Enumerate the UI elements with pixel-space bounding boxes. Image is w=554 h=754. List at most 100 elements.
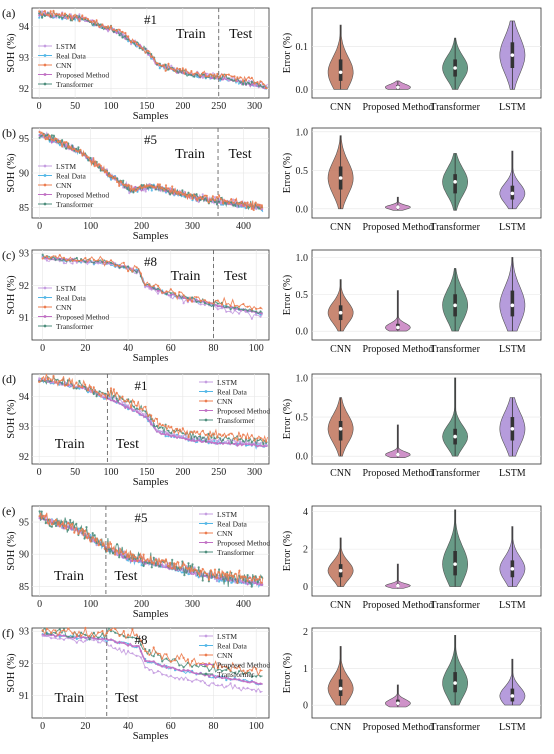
violin-median [510, 53, 515, 57]
y-tick-label: 94 [19, 392, 29, 403]
data-point [247, 437, 250, 440]
data-point [179, 191, 182, 194]
y-tick-label: 1.0 [296, 253, 309, 264]
data-point [193, 440, 196, 443]
region-label-test: Test [224, 269, 247, 284]
data-point [197, 566, 200, 569]
data-point [190, 430, 193, 433]
data-point [98, 393, 101, 396]
data-point [169, 660, 172, 663]
legend-entry: Transformer [217, 416, 255, 425]
data-point [181, 560, 184, 563]
violin-transformer [442, 268, 469, 332]
y-axis-label: Error (%) [282, 530, 293, 571]
data-point [144, 51, 147, 54]
category-label: LSTM [499, 600, 526, 611]
series-cnn [38, 9, 268, 90]
data-point [238, 569, 241, 572]
data-point [230, 78, 233, 81]
data-point [167, 68, 170, 71]
data-point [246, 579, 249, 583]
data-point [167, 62, 170, 65]
violin-iqr-box [338, 420, 343, 441]
data-point [55, 12, 58, 15]
series-lstm [41, 634, 263, 694]
data-point [164, 433, 167, 436]
data-point [138, 407, 141, 411]
data-point [118, 28, 121, 31]
data-point [220, 675, 224, 678]
data-point [254, 207, 257, 210]
y-tick-label: 0.0 [296, 204, 309, 215]
data-point [242, 80, 245, 83]
data-point [233, 666, 236, 669]
data-point [258, 575, 261, 579]
data-point [199, 439, 202, 442]
data-point [38, 380, 41, 383]
data-point [204, 434, 207, 437]
data-point [91, 160, 94, 164]
data-point [155, 62, 159, 65]
data-point [238, 305, 241, 308]
data-point [97, 544, 100, 547]
data-point [203, 302, 206, 305]
data-point [101, 639, 104, 642]
data-point [181, 571, 184, 574]
data-point [262, 83, 265, 86]
data-point [84, 633, 87, 637]
data-point [41, 377, 44, 380]
data-point [144, 410, 147, 413]
data-point [182, 666, 185, 669]
data-point [225, 679, 228, 682]
data-point [89, 540, 92, 543]
data-point [208, 684, 211, 687]
data-point [246, 669, 249, 673]
data-point [97, 631, 100, 634]
data-point [233, 439, 236, 442]
data-point [177, 190, 180, 194]
data-point [152, 562, 155, 565]
y-axis-label: SOH (%) [6, 399, 17, 439]
data-point [142, 564, 145, 568]
violin-median [338, 686, 343, 691]
data-point [175, 563, 178, 566]
data-point [132, 405, 136, 408]
data-point [260, 204, 263, 207]
region-label-test: Test [114, 569, 137, 584]
data-point [173, 190, 176, 193]
data-point [169, 294, 172, 297]
data-point [167, 187, 170, 190]
data-point [244, 83, 248, 86]
data-point [58, 631, 61, 634]
data-point [97, 166, 100, 169]
data-point [259, 436, 262, 440]
data-point [58, 635, 61, 639]
data-point [207, 201, 210, 204]
data-point [193, 194, 196, 197]
data-point [167, 564, 170, 567]
data-point [52, 134, 56, 137]
data-point [92, 258, 95, 261]
data-point [86, 391, 90, 394]
data-point [164, 184, 168, 187]
data-point [195, 296, 198, 299]
data-point [193, 435, 196, 439]
data-point [213, 568, 217, 571]
data-point [135, 266, 138, 269]
data-point [127, 406, 130, 409]
legend-entry: Proposed Method [217, 407, 270, 416]
data-point [203, 194, 206, 197]
legend-entry: LSTM [56, 162, 76, 171]
y-tick-label: 1 [303, 664, 308, 675]
data-point [220, 198, 223, 201]
y-tick-label: 0.0 [296, 85, 309, 96]
data-point [131, 270, 134, 273]
data-point [225, 665, 228, 668]
data-point [255, 667, 258, 671]
x-axis-label: Samples [133, 477, 169, 488]
data-point [54, 137, 58, 140]
data-point [40, 510, 43, 513]
data-point [216, 436, 219, 439]
panel-label: (b) [2, 126, 16, 140]
data-point [191, 659, 194, 663]
